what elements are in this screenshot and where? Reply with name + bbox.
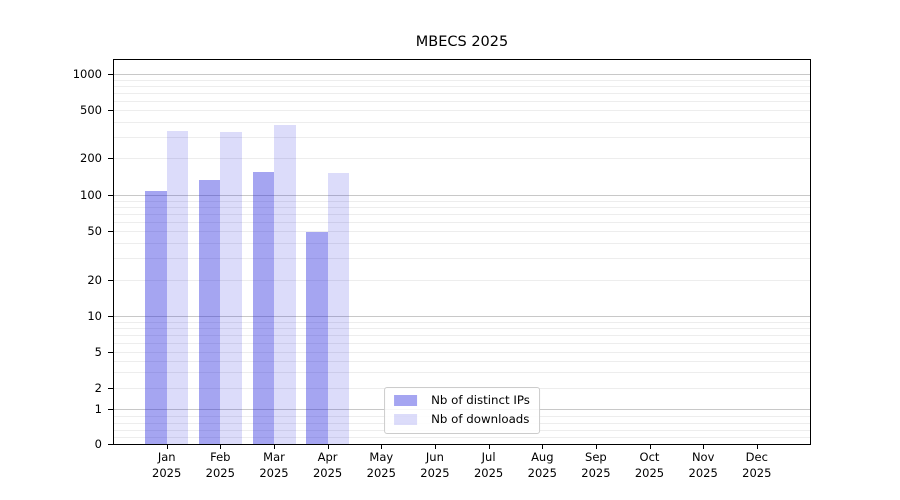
y-gridline-minor: [114, 334, 810, 336]
legend-label: Nb of downloads: [431, 412, 530, 426]
y-gridline-minor: [114, 85, 810, 87]
y-tick-label: 100: [80, 188, 102, 202]
legend-swatch: [394, 395, 418, 406]
y-tick: [108, 388, 114, 389]
bar-nb-of-downloads-mar: [274, 124, 296, 444]
x-tick-label-jun: Jun 2025: [420, 450, 450, 480]
y-gridline-minor: [114, 110, 810, 111]
y-tick-label: 1: [94, 402, 102, 416]
y-tick-label: 50: [87, 224, 102, 238]
x-tick-label-mar: Mar 2025: [259, 450, 289, 480]
y-gridline-minor: [114, 352, 810, 353]
y-tick-label: 10: [87, 309, 102, 323]
x-tick: [166, 444, 168, 449]
y-tick: [108, 74, 114, 75]
y-tick: [108, 444, 114, 445]
y-gridline-minor: [114, 221, 810, 223]
x-tick: [488, 444, 490, 449]
legend-row: Nb of distinct IPs: [394, 393, 530, 408]
legend-swatch: [394, 414, 418, 425]
bar-nb-of-distinct-ips-jan: [145, 191, 167, 444]
x-tick-label-apr: Apr 2025: [312, 450, 343, 480]
y-tick-label: 0: [94, 437, 102, 451]
y-tick: [108, 280, 114, 281]
legend-label: Nb of distinct IPs: [431, 393, 530, 407]
x-tick-label-jan: Jan 2025: [152, 450, 182, 480]
y-tick-label: 200: [80, 151, 102, 165]
y-gridline-minor: [114, 206, 810, 208]
y-gridline-minor: [114, 200, 810, 202]
y-gridline-minor: [114, 136, 810, 138]
bar-nb-of-distinct-ips-apr: [306, 232, 328, 444]
chart-title: MBECS 2025: [415, 34, 509, 50]
y-gridline-minor: [114, 242, 810, 244]
y-tick: [108, 158, 114, 159]
y-gridline-minor: [114, 100, 810, 102]
y-gridline-minor: [114, 321, 810, 323]
x-tick: [434, 444, 436, 449]
y-gridline-major: [114, 316, 810, 317]
x-tick: [703, 444, 705, 449]
y-tick: [108, 195, 114, 196]
x-tick-label-sep: Sep 2025: [581, 450, 611, 480]
y-gridline-minor: [114, 327, 810, 329]
x-tick: [220, 444, 222, 449]
x-tick-label-may: May 2025: [366, 450, 396, 480]
y-gridline-minor: [114, 92, 810, 94]
bar-nb-of-downloads-feb: [220, 131, 242, 444]
x-tick-label-dec: Dec 2025: [742, 450, 772, 480]
x-tick-label-feb: Feb 2025: [205, 450, 235, 480]
x-tick-label-jul: Jul 2025: [473, 450, 504, 480]
y-gridline-minor: [114, 342, 810, 344]
y-tick-label: 1000: [72, 67, 102, 81]
bar-nb-of-distinct-ips-feb: [198, 180, 221, 444]
y-tick: [108, 231, 114, 232]
x-tick: [327, 444, 329, 449]
x-tick: [274, 444, 275, 449]
x-tick: [756, 444, 758, 449]
y-gridline-major: [114, 195, 810, 196]
bar-nb-of-downloads-jan: [166, 130, 189, 444]
x-tick-label-oct: Oct 2025: [634, 450, 665, 480]
legend-row: Nb of downloads: [394, 412, 530, 427]
y-tick-label: 500: [80, 103, 102, 117]
y-gridline-minor: [114, 121, 810, 123]
x-tick: [649, 444, 651, 449]
y-gridline-minor: [114, 360, 810, 362]
legend: Nb of distinct IPs Nb of downloads: [384, 387, 540, 434]
y-gridline-minor: [114, 372, 810, 374]
y-tick-label: 5: [94, 345, 102, 359]
y-tick-label: 2: [94, 381, 102, 395]
y-gridline-major: [114, 74, 810, 75]
y-tick: [108, 352, 114, 353]
x-tick-label-nov: Nov 2025: [688, 450, 718, 480]
bar-nb-of-distinct-ips-mar: [252, 172, 274, 444]
y-tick: [108, 110, 114, 111]
bar-nb-of-downloads-apr: [327, 173, 350, 444]
x-tick: [595, 444, 597, 449]
y-gridline-minor: [114, 437, 810, 438]
x-tick-label-aug: Aug 2025: [527, 450, 557, 480]
y-gridline-minor: [114, 280, 810, 281]
y-tick: [108, 409, 114, 410]
plot-area: Nb of distinct IPs Nb of downloads: [113, 59, 811, 445]
y-gridline-minor: [114, 258, 810, 260]
y-tick: [108, 316, 114, 317]
y-gridline-minor: [114, 231, 810, 232]
y-gridline-minor: [114, 79, 810, 81]
x-tick: [381, 444, 383, 449]
x-tick: [542, 444, 544, 449]
y-tick-label: 20: [87, 273, 102, 287]
y-gridline-minor: [114, 213, 810, 215]
y-gridline-minor: [114, 158, 810, 159]
